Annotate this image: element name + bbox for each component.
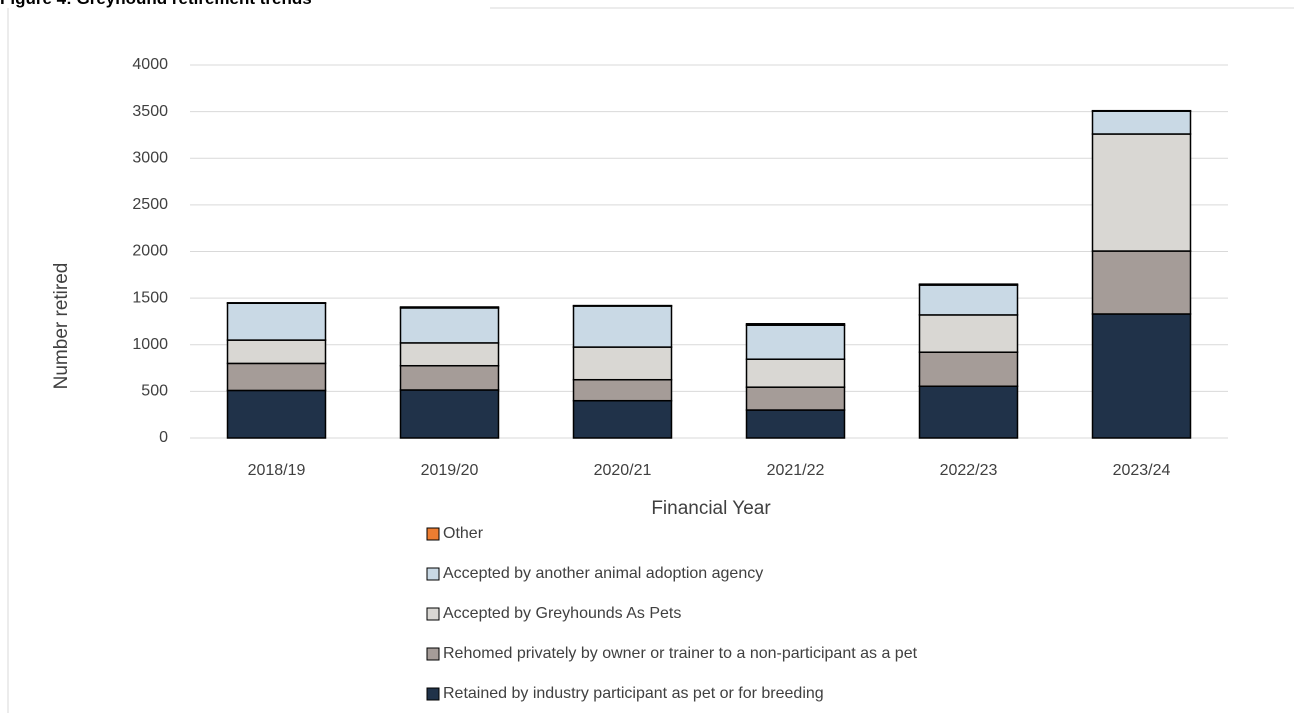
legend-label: Other	[443, 525, 484, 542]
bar-segment	[399, 389, 500, 439]
y-tick-label: 2000	[132, 243, 168, 260]
legend-label: Rehomed privately by owner or trainer to…	[443, 645, 918, 662]
bar-segment	[918, 314, 1019, 353]
x-tick-label: 2020/21	[594, 462, 652, 479]
bar-segment	[399, 364, 500, 391]
bar-segment	[1091, 313, 1192, 439]
bar-segment	[1091, 110, 1192, 135]
bar-segment	[226, 389, 327, 439]
bar-segment	[745, 358, 846, 388]
x-tick-label: 2019/20	[421, 462, 479, 479]
bar-segment	[918, 385, 1019, 439]
bar-segment	[572, 378, 673, 402]
legend-swatch	[426, 607, 440, 621]
y-axis-title: Number retired	[51, 263, 72, 390]
y-tick-label: 2500	[132, 196, 168, 213]
bar-segment	[1091, 133, 1192, 252]
y-tick-label: 4000	[132, 56, 168, 73]
legend-swatch	[426, 647, 440, 661]
bar-segment	[918, 284, 1019, 316]
y-tick-label: 500	[141, 383, 168, 400]
x-axis-title: Financial Year	[651, 498, 771, 519]
y-tick-label: 3500	[132, 103, 168, 120]
bar-segment	[399, 306, 500, 309]
bar-segment	[399, 307, 500, 344]
x-tick-label: 2022/23	[940, 462, 998, 479]
bar-segment	[745, 324, 846, 360]
legend-swatch	[426, 527, 440, 541]
bar-segment	[745, 386, 846, 411]
legend-label: Accepted by another animal adoption agen…	[443, 565, 763, 582]
bar-segment	[399, 342, 500, 367]
legend-swatch	[426, 687, 440, 701]
y-tick-label: 1500	[132, 289, 168, 306]
bar-segment	[572, 346, 673, 381]
y-tick-label: 1000	[132, 336, 168, 353]
chart-title: Figure 4: Greyhound retirement trends	[0, 0, 312, 8]
bar-segment	[572, 305, 673, 348]
bar-segment	[745, 323, 846, 326]
x-tick-label: 2021/22	[767, 462, 825, 479]
y-tick-label: 3000	[132, 149, 168, 166]
legend-label: Retained by industry participant as pet …	[443, 685, 824, 702]
x-tick-label: 2023/24	[1113, 462, 1171, 479]
y-tick-label: 0	[159, 429, 168, 446]
x-tick-label: 2018/19	[248, 462, 306, 479]
bar-segment	[226, 339, 327, 365]
bar-segment	[918, 283, 1019, 286]
bar-segment	[745, 409, 846, 439]
bar-segment	[918, 351, 1019, 387]
bar-segment	[226, 362, 327, 392]
legend-swatch	[426, 567, 440, 581]
bar-segment	[572, 399, 673, 439]
legend-label: Accepted by Greyhounds As Pets	[443, 605, 681, 622]
bar-segment	[1091, 250, 1192, 315]
bar-segment	[226, 302, 327, 341]
